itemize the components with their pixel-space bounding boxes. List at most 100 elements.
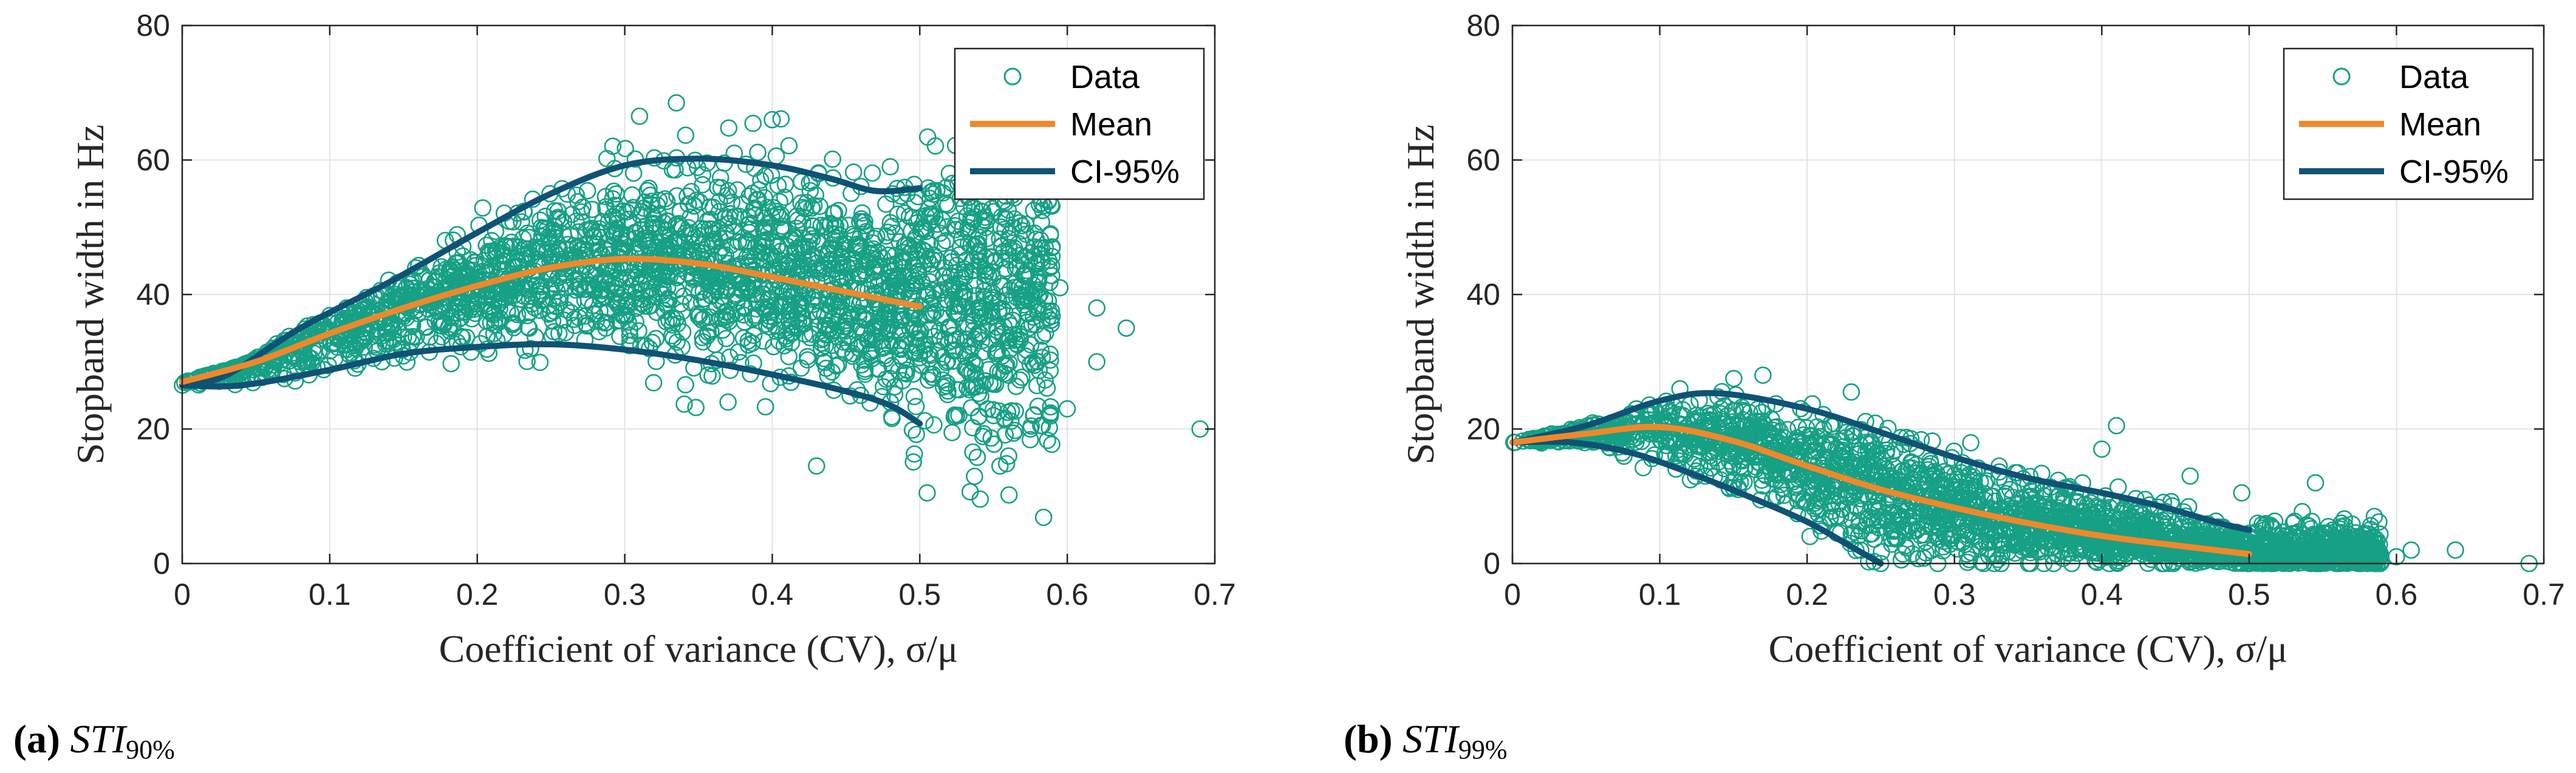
data-point (1022, 336, 1040, 354)
data-point (805, 217, 823, 235)
data-point (682, 183, 700, 200)
data-point (718, 186, 736, 205)
data-point (912, 220, 930, 237)
data-point (823, 336, 841, 355)
data-point (812, 216, 830, 234)
data-point (711, 309, 729, 327)
data-point (872, 332, 890, 349)
data-point (881, 337, 898, 355)
data-point (777, 330, 795, 348)
data-point (917, 206, 935, 225)
data-point (407, 328, 425, 346)
data-point (502, 304, 520, 322)
data-point (1006, 279, 1023, 296)
data-point (548, 210, 566, 228)
panel-a-y-axis-label: Stopband width in Hz (69, 124, 112, 465)
data-point (687, 398, 705, 417)
data-point (908, 336, 926, 355)
data-point (805, 197, 823, 215)
data-point (587, 312, 605, 330)
data-point (518, 352, 536, 370)
data-point (760, 290, 778, 308)
data-point (972, 325, 989, 343)
data-point (608, 211, 626, 230)
data-point (944, 352, 962, 370)
data-point (563, 205, 581, 223)
data-point (578, 182, 596, 200)
data-point (889, 336, 907, 355)
data-point (1008, 335, 1025, 353)
data-point (924, 282, 943, 299)
data-point (1006, 259, 1025, 278)
data-point (953, 230, 971, 248)
data-point (1042, 312, 1060, 329)
data-point (640, 179, 658, 197)
data-point (658, 279, 677, 297)
data-point (586, 305, 604, 323)
data-point (717, 330, 735, 347)
data-point (531, 353, 549, 372)
data-point (766, 316, 784, 334)
data-point (856, 213, 873, 231)
data-point (955, 282, 974, 300)
data-point (754, 285, 772, 304)
data-point (815, 330, 833, 347)
data-point (529, 238, 547, 256)
data-point (892, 324, 909, 341)
data-point (932, 360, 950, 378)
data-point (565, 316, 584, 335)
data-point (409, 256, 428, 274)
data-point (581, 265, 599, 284)
data-point (477, 312, 496, 330)
data-point (596, 314, 614, 332)
data-point (1011, 371, 1029, 389)
data-point (804, 230, 821, 248)
data-point (1041, 407, 1059, 425)
data-point (853, 204, 871, 222)
data-point (875, 273, 893, 291)
data-point (1005, 424, 1023, 442)
data-point (794, 199, 812, 217)
data-point (799, 237, 817, 256)
data-point (857, 223, 875, 240)
data-point (919, 286, 937, 304)
data-point (922, 183, 940, 201)
data-point (991, 230, 1008, 248)
data-point (604, 137, 622, 155)
data-point (520, 319, 538, 337)
data-point (962, 236, 980, 254)
data-point (1038, 379, 1056, 397)
data-point (961, 483, 979, 501)
data-point (921, 294, 940, 312)
data-point (929, 215, 946, 233)
data-point (849, 266, 867, 284)
data-point (617, 140, 634, 157)
data-point (1041, 361, 1059, 380)
y-tick-label: 20 (136, 412, 170, 446)
data-point (1005, 325, 1022, 344)
x-tick-label: 0.5 (899, 577, 941, 611)
panel-a-x-axis-label: Coefficient of variance (CV), σ/μ (439, 627, 958, 670)
data-point (756, 398, 774, 416)
data-point (819, 367, 837, 385)
data-point (863, 244, 881, 262)
data-point (458, 267, 476, 285)
data-point (905, 175, 923, 194)
data-point (641, 339, 658, 358)
data-point (760, 307, 778, 325)
data-point (694, 166, 712, 184)
data-point (799, 351, 816, 369)
data-point (877, 350, 895, 368)
data-point (863, 343, 880, 361)
data-point (742, 220, 760, 238)
data-point (921, 304, 939, 322)
data-point (789, 306, 807, 324)
data-point (886, 224, 904, 242)
data-point (505, 287, 523, 305)
data-point (955, 260, 974, 278)
data-point (757, 315, 775, 333)
data-point (1040, 419, 1058, 437)
data-point (1034, 202, 1051, 219)
